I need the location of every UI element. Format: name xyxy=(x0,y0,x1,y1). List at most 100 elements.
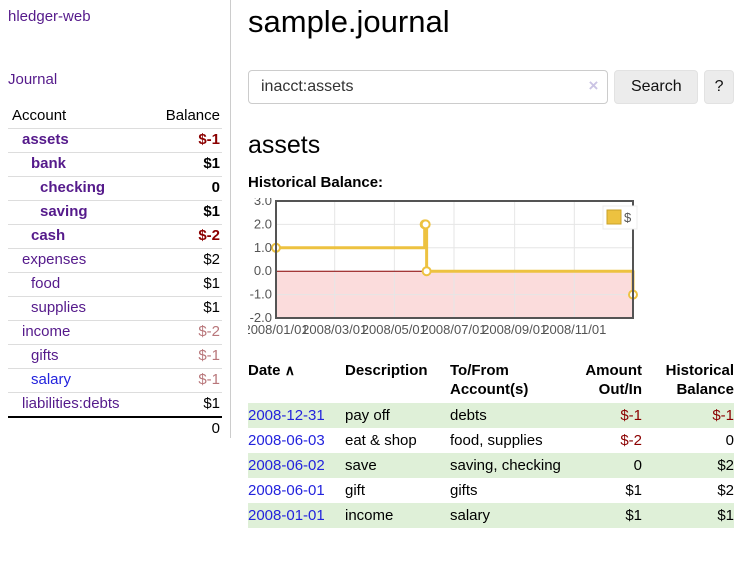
transaction-date-link[interactable]: 2008-12-31 xyxy=(248,407,325,424)
svg-text:3.0: 3.0 xyxy=(254,198,272,208)
transaction-amount: $1 xyxy=(625,482,642,499)
svg-text:2008/01/01: 2008/01/01 xyxy=(248,322,309,337)
account-balance: $-1 xyxy=(198,347,220,364)
register-header-balance[interactable]: Historical Balance xyxy=(665,362,734,398)
transaction-amount: 0 xyxy=(633,457,642,474)
historical-balance-chart: $3.0 2.0 1.0 0.0 -1.0 -2.0 2008/01/01 2008/03/0… xyxy=(248,198,734,340)
transaction-description: income xyxy=(345,507,394,524)
transaction-description: gift xyxy=(345,482,366,499)
account-link-checking[interactable]: checking xyxy=(40,179,106,196)
app-brand-link[interactable]: hledger-web xyxy=(8,8,91,25)
svg-text:2008/05/01: 2008/05/01 xyxy=(362,322,427,337)
transaction-date-link[interactable]: 2008-06-01 xyxy=(248,482,325,499)
account-link-income[interactable]: income xyxy=(22,323,71,340)
transaction-amount: $-1 xyxy=(620,407,642,424)
account-balance: $-2 xyxy=(198,323,220,340)
sidebar-divider xyxy=(230,0,231,438)
account-row-cash: cash $-2 xyxy=(8,225,222,249)
transaction-balance: $2 xyxy=(717,482,734,499)
account-row-food: food $1 xyxy=(8,273,222,297)
account-row-bank: bank $1 xyxy=(8,153,222,177)
transaction-description: save xyxy=(345,457,377,474)
transaction-date-link[interactable]: 2008-06-02 xyxy=(248,457,325,474)
svg-text:-1.0: -1.0 xyxy=(250,287,272,302)
transaction-accounts: salary xyxy=(450,507,491,524)
register-table: Date ∧ Description To/From Account(s) Am… xyxy=(248,359,734,528)
transaction-balance: 0 xyxy=(725,432,734,449)
account-row-income: income $-2 xyxy=(8,321,222,345)
account-heading: assets xyxy=(248,131,321,159)
transaction-balance: $1 xyxy=(717,507,734,524)
sort-ascending-icon: ∧ xyxy=(284,362,295,378)
transaction-amount: $1 xyxy=(625,507,642,524)
account-row-gifts: gifts $-1 xyxy=(8,345,222,369)
svg-text:$: $ xyxy=(624,210,632,225)
account-balance: $-2 xyxy=(198,227,220,244)
page-title: sample.journal xyxy=(248,4,450,39)
accounts-total-balance: 0 xyxy=(150,416,222,441)
account-balance: $1 xyxy=(203,203,220,220)
register-row: 2008-06-02 save saving, checking 0 $2 xyxy=(248,453,734,478)
accounts-header-account: Account xyxy=(8,105,151,129)
account-balance: $2 xyxy=(203,251,220,268)
clear-search-icon[interactable]: × xyxy=(588,76,599,95)
account-link-supplies[interactable]: supplies xyxy=(31,299,87,316)
svg-text:1.0: 1.0 xyxy=(254,240,272,255)
register-header-row: Date ∧ Description To/From Account(s) Am… xyxy=(248,359,734,403)
account-link-salary[interactable]: salary xyxy=(31,371,72,388)
main-content: sample.journal × Search ? assets Histori… xyxy=(248,0,734,528)
account-row-supplies: supplies $1 xyxy=(8,297,222,321)
register-row: 2008-06-01 gift gifts $1 $2 xyxy=(248,478,734,503)
transaction-amount: $-2 xyxy=(620,432,642,449)
accounts-balance-table: Account Balance assets $-1 bank $1 check… xyxy=(8,105,222,441)
account-link-cash[interactable]: cash xyxy=(31,227,66,244)
register-header-accounts[interactable]: To/From Account(s) xyxy=(450,362,529,398)
transaction-description: eat & shop xyxy=(345,432,417,449)
accounts-total-row: 0 xyxy=(8,416,222,441)
account-row-salary: salary $-1 xyxy=(8,369,222,393)
svg-text:0.0: 0.0 xyxy=(254,263,272,278)
account-link-expenses[interactable]: expenses xyxy=(22,251,87,268)
accounts-table-header: Account Balance xyxy=(8,105,222,129)
sidebar: hledger-web Journal Account Balance asse… xyxy=(0,0,230,441)
register-row: 2008-12-31 pay off debts $-1 $-1 xyxy=(248,403,734,428)
transaction-accounts: gifts xyxy=(450,482,478,499)
transaction-description: pay off xyxy=(345,407,390,424)
register-header-amount[interactable]: Amount Out/In xyxy=(585,362,642,398)
transaction-balance: $2 xyxy=(717,457,734,474)
sidebar-item-journal[interactable]: Journal xyxy=(8,71,58,88)
account-balance: 0 xyxy=(211,179,220,196)
svg-text:2.0: 2.0 xyxy=(254,216,272,231)
account-row-saving: saving $1 xyxy=(8,201,222,225)
account-link-bank[interactable]: bank xyxy=(31,155,67,172)
register-header-description[interactable]: Description xyxy=(345,362,428,379)
svg-text:-2.0: -2.0 xyxy=(250,310,272,325)
search-input[interactable] xyxy=(248,70,609,104)
transaction-date-link[interactable]: 2008-01-01 xyxy=(248,507,325,524)
account-link-saving[interactable]: saving xyxy=(40,203,88,220)
account-link-food[interactable]: food xyxy=(31,275,61,292)
account-row-assets: assets $-1 xyxy=(8,129,222,153)
svg-text:2008/09/01: 2008/09/01 xyxy=(482,322,547,337)
svg-text:2008/07/01: 2008/07/01 xyxy=(421,322,486,337)
svg-text:2008/11/01: 2008/11/01 xyxy=(542,322,606,337)
transaction-date-link[interactable]: 2008-06-03 xyxy=(248,432,325,449)
account-link-liabilities-debts[interactable]: liabilities:debts xyxy=(22,395,120,412)
account-balance: $-1 xyxy=(198,371,220,388)
chart-canvas: $3.0 2.0 1.0 0.0 -1.0 -2.02008/01/012008/03/0… xyxy=(248,198,638,337)
account-balance: $1 xyxy=(203,275,220,292)
register-row: 2008-06-03 eat & shop food, supplies $-2… xyxy=(248,428,734,453)
accounts-header-balance: Balance xyxy=(150,105,222,129)
account-balance: $1 xyxy=(203,395,220,412)
search-form: × Search ? xyxy=(248,70,734,104)
help-button[interactable]: ? xyxy=(704,70,734,104)
account-link-assets[interactable]: assets xyxy=(22,131,69,148)
transaction-accounts: food, supplies xyxy=(450,432,543,449)
search-button[interactable]: Search xyxy=(614,70,699,104)
register-header-date[interactable]: Date ∧ xyxy=(248,362,295,379)
account-link-gifts[interactable]: gifts xyxy=(31,347,59,364)
account-balance: $-1 xyxy=(198,131,220,148)
transaction-accounts: debts xyxy=(450,407,487,424)
account-row-expenses: expenses $2 xyxy=(8,249,222,273)
svg-text:2008/03/01: 2008/03/01 xyxy=(302,322,367,337)
